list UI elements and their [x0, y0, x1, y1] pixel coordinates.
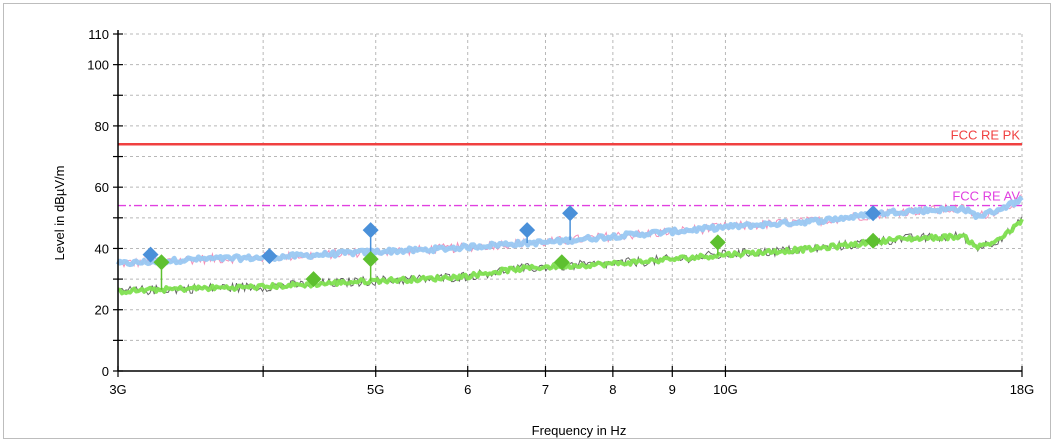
x-tick-label: 7 — [542, 382, 549, 397]
y-tick-label: 110 — [88, 27, 109, 42]
y-axis-title: Level in dBµV/m — [52, 166, 67, 261]
y-tick-label: 100 — [87, 58, 109, 73]
peak-marker — [261, 248, 278, 265]
peak-marker — [519, 222, 536, 239]
average-marker — [362, 251, 379, 268]
average-marker — [865, 232, 882, 249]
limit-lines: FCC RE PK FCC RE AV — [118, 127, 1022, 207]
markers — [142, 205, 882, 290]
x-tick-label: 8 — [609, 382, 616, 397]
average-marker — [709, 234, 726, 251]
chart-frame — [3, 3, 1051, 439]
peak-marker — [142, 246, 159, 263]
limit-label: FCC RE AV — [952, 189, 1020, 204]
y-tick-label: 60 — [95, 180, 109, 195]
y-tick-label: 0 — [102, 364, 109, 379]
average-marker — [305, 271, 322, 288]
x-tick-label: 6 — [464, 382, 471, 397]
y-tick-label: 20 — [95, 303, 109, 318]
x-tick-label: 5G — [367, 382, 384, 397]
y-tick-label: 80 — [95, 119, 109, 134]
x-tick-label: 10G — [713, 382, 738, 397]
peak-marker — [562, 205, 579, 222]
y-tick-label: 40 — [95, 241, 109, 256]
average-marker — [153, 254, 170, 271]
x-tick-label: 18G — [1010, 382, 1035, 397]
average-marker — [553, 254, 570, 271]
axes: 0 20 40 60 80 100 110 3G 5G 6 7 8 9 10G 18G — [87, 27, 1034, 397]
x-tick-label: 3G — [109, 382, 126, 397]
x-axis-title: Frequency in Hz — [532, 423, 627, 438]
peak-marker — [865, 205, 882, 222]
limit-label: FCC RE PK — [951, 127, 1021, 142]
grid — [118, 33, 1023, 371]
peak-marker — [362, 222, 379, 239]
x-tick-label: 9 — [669, 382, 676, 397]
